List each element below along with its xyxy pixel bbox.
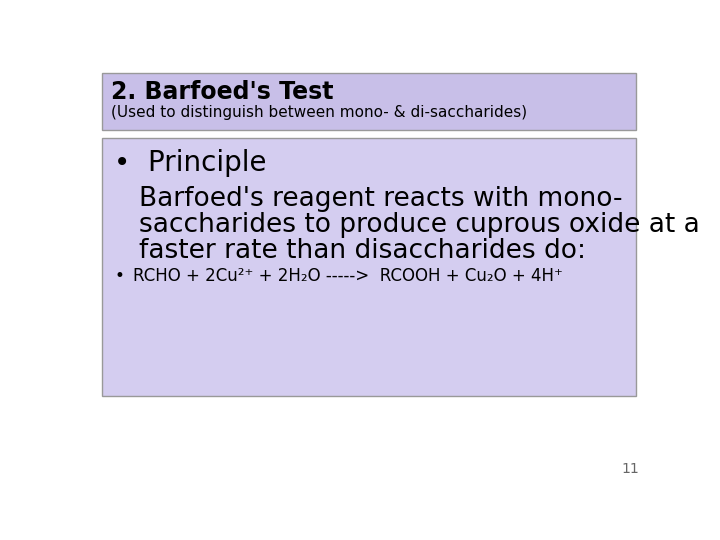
FancyBboxPatch shape — [102, 72, 636, 130]
Text: saccharides to produce cuprous oxide at a: saccharides to produce cuprous oxide at … — [139, 212, 700, 238]
Text: faster rate than disaccharides do:: faster rate than disaccharides do: — [139, 238, 586, 264]
Text: 11: 11 — [621, 462, 639, 476]
Text: RCHO + 2Cu²⁺ + 2H₂O ----->  RCOOH + Cu₂O + 4H⁺: RCHO + 2Cu²⁺ + 2H₂O -----> RCOOH + Cu₂O … — [132, 267, 562, 285]
FancyBboxPatch shape — [102, 138, 636, 396]
Text: Barfoed's reagent reacts with mono-: Barfoed's reagent reacts with mono- — [139, 186, 622, 212]
Text: •: • — [114, 267, 124, 285]
Text: (Used to distinguish between mono- & di-saccharides): (Used to distinguish between mono- & di-… — [111, 105, 527, 120]
Text: •  Principle: • Principle — [114, 148, 266, 177]
Text: 2. Barfoed's Test: 2. Barfoed's Test — [111, 80, 333, 104]
